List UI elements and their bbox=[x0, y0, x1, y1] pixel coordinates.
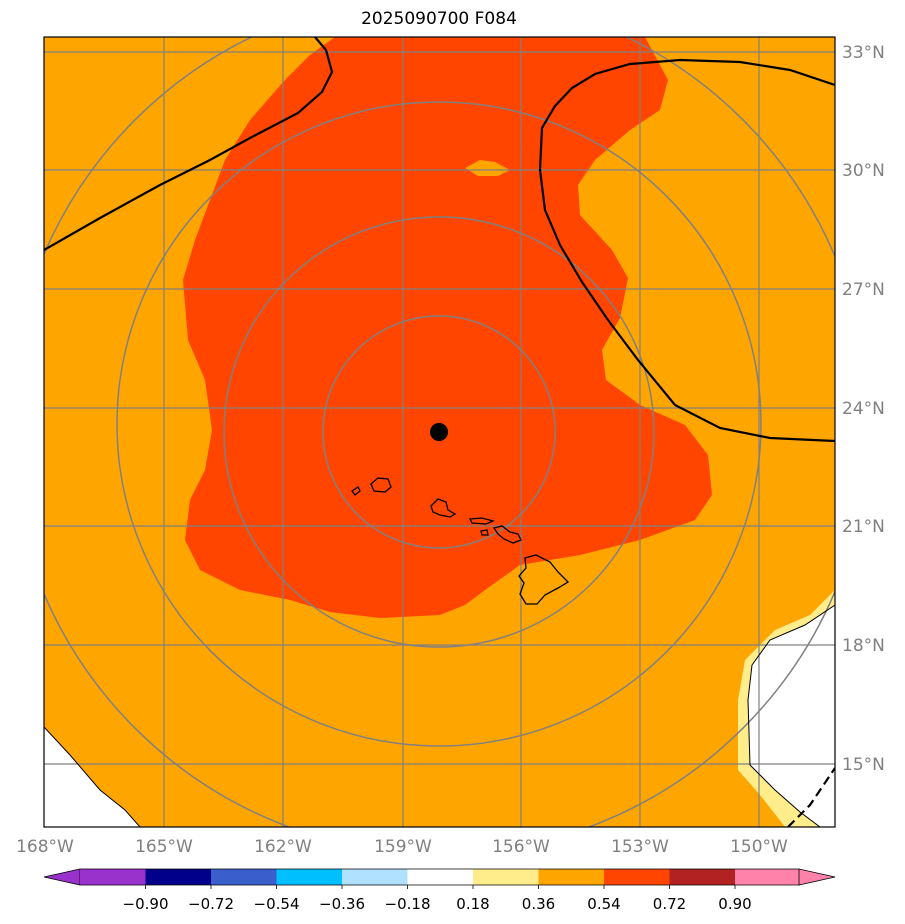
contour-thick-right bbox=[538, 58, 835, 443]
colorbar-bin bbox=[473, 869, 539, 885]
lon-label: 150°W bbox=[730, 837, 788, 857]
colorbar-bin bbox=[276, 869, 342, 885]
colorbar-tick-marks bbox=[145, 885, 736, 889]
lat-label: 27°N bbox=[842, 280, 885, 300]
contour-dashed bbox=[787, 767, 835, 827]
island-maui bbox=[492, 525, 522, 544]
island-kauai bbox=[370, 477, 392, 493]
lon-label: 159°W bbox=[374, 837, 432, 857]
field-white-bottom-left-inner bbox=[44, 727, 140, 827]
lon-labels: 168°W 165°W 162°W 159°W 156°W 153°W 150°… bbox=[16, 837, 788, 857]
lat-label: 30°N bbox=[842, 161, 885, 181]
colorbar-tick-label: −0.36 bbox=[319, 895, 365, 913]
colorbar-bin bbox=[604, 869, 670, 885]
lat-label: 33°N bbox=[842, 43, 885, 63]
graticule bbox=[44, 37, 835, 827]
lat-label: 15°N bbox=[842, 755, 885, 775]
colorbar-tick-label: −0.90 bbox=[123, 895, 169, 913]
colorbar-bin bbox=[342, 869, 408, 885]
colorbar-bin bbox=[735, 869, 799, 885]
islands bbox=[351, 477, 570, 605]
field-core bbox=[183, 37, 712, 618]
field-white-right bbox=[748, 605, 835, 827]
lat-label: 18°N bbox=[842, 636, 885, 656]
range-ring-1 bbox=[322, 315, 556, 549]
colorbar: −0.90 −0.72 −0.54 −0.36 −0.18 0.18 0.36 … bbox=[43, 868, 836, 913]
lon-label: 162°W bbox=[254, 837, 312, 857]
colorbar-extend-high bbox=[798, 868, 836, 886]
range-ring-2 bbox=[223, 216, 655, 648]
range-ring-3 bbox=[116, 101, 762, 747]
lat-label: 24°N bbox=[842, 399, 885, 419]
colorbar-bin bbox=[538, 869, 604, 885]
center-marker bbox=[430, 423, 448, 441]
colorbar-bin bbox=[407, 869, 473, 885]
colorbar-bin bbox=[211, 869, 277, 885]
colorbar-tick-label: 0.72 bbox=[653, 895, 686, 913]
colorbar-tick-label: −0.18 bbox=[385, 895, 431, 913]
contour-thick-left bbox=[44, 37, 334, 251]
contour-thin-right bbox=[747, 604, 835, 827]
colorbar-tick-label: 0.90 bbox=[718, 895, 751, 913]
lon-label: 156°W bbox=[492, 837, 550, 857]
island-oahu bbox=[430, 498, 457, 518]
lat-labels: 15°N 18°N 21°N 24°N 27°N 30°N 33°N bbox=[842, 43, 885, 775]
colorbar-extend-low bbox=[43, 868, 81, 886]
island-hawaii bbox=[518, 554, 570, 605]
range-rings bbox=[44, 37, 835, 827]
contour-thin-bottom-left bbox=[44, 726, 141, 827]
lon-label: 168°W bbox=[16, 837, 74, 857]
colorbar-tick-label: 0.54 bbox=[587, 895, 620, 913]
island-molokai bbox=[468, 517, 495, 525]
colorbar-bin bbox=[145, 869, 211, 885]
island-niihau bbox=[351, 486, 361, 496]
lon-label: 165°W bbox=[135, 837, 193, 857]
island-lanai bbox=[480, 529, 489, 536]
colorbar-bin bbox=[80, 869, 146, 885]
colorbar-bin bbox=[669, 869, 735, 885]
colorbar-tick-label: −0.54 bbox=[254, 895, 300, 913]
lat-label: 21°N bbox=[842, 517, 885, 537]
colorbar-tick-label: −0.72 bbox=[188, 895, 234, 913]
map-title: 2025090700 F084 bbox=[361, 9, 517, 29]
field-hole bbox=[465, 160, 510, 176]
map-frame bbox=[43, 36, 836, 828]
colorbar-tick-label: 0.36 bbox=[522, 895, 555, 913]
colorbar-tick-label: 0.18 bbox=[456, 895, 489, 913]
map-area bbox=[44, 37, 835, 827]
lon-label: 153°W bbox=[611, 837, 669, 857]
